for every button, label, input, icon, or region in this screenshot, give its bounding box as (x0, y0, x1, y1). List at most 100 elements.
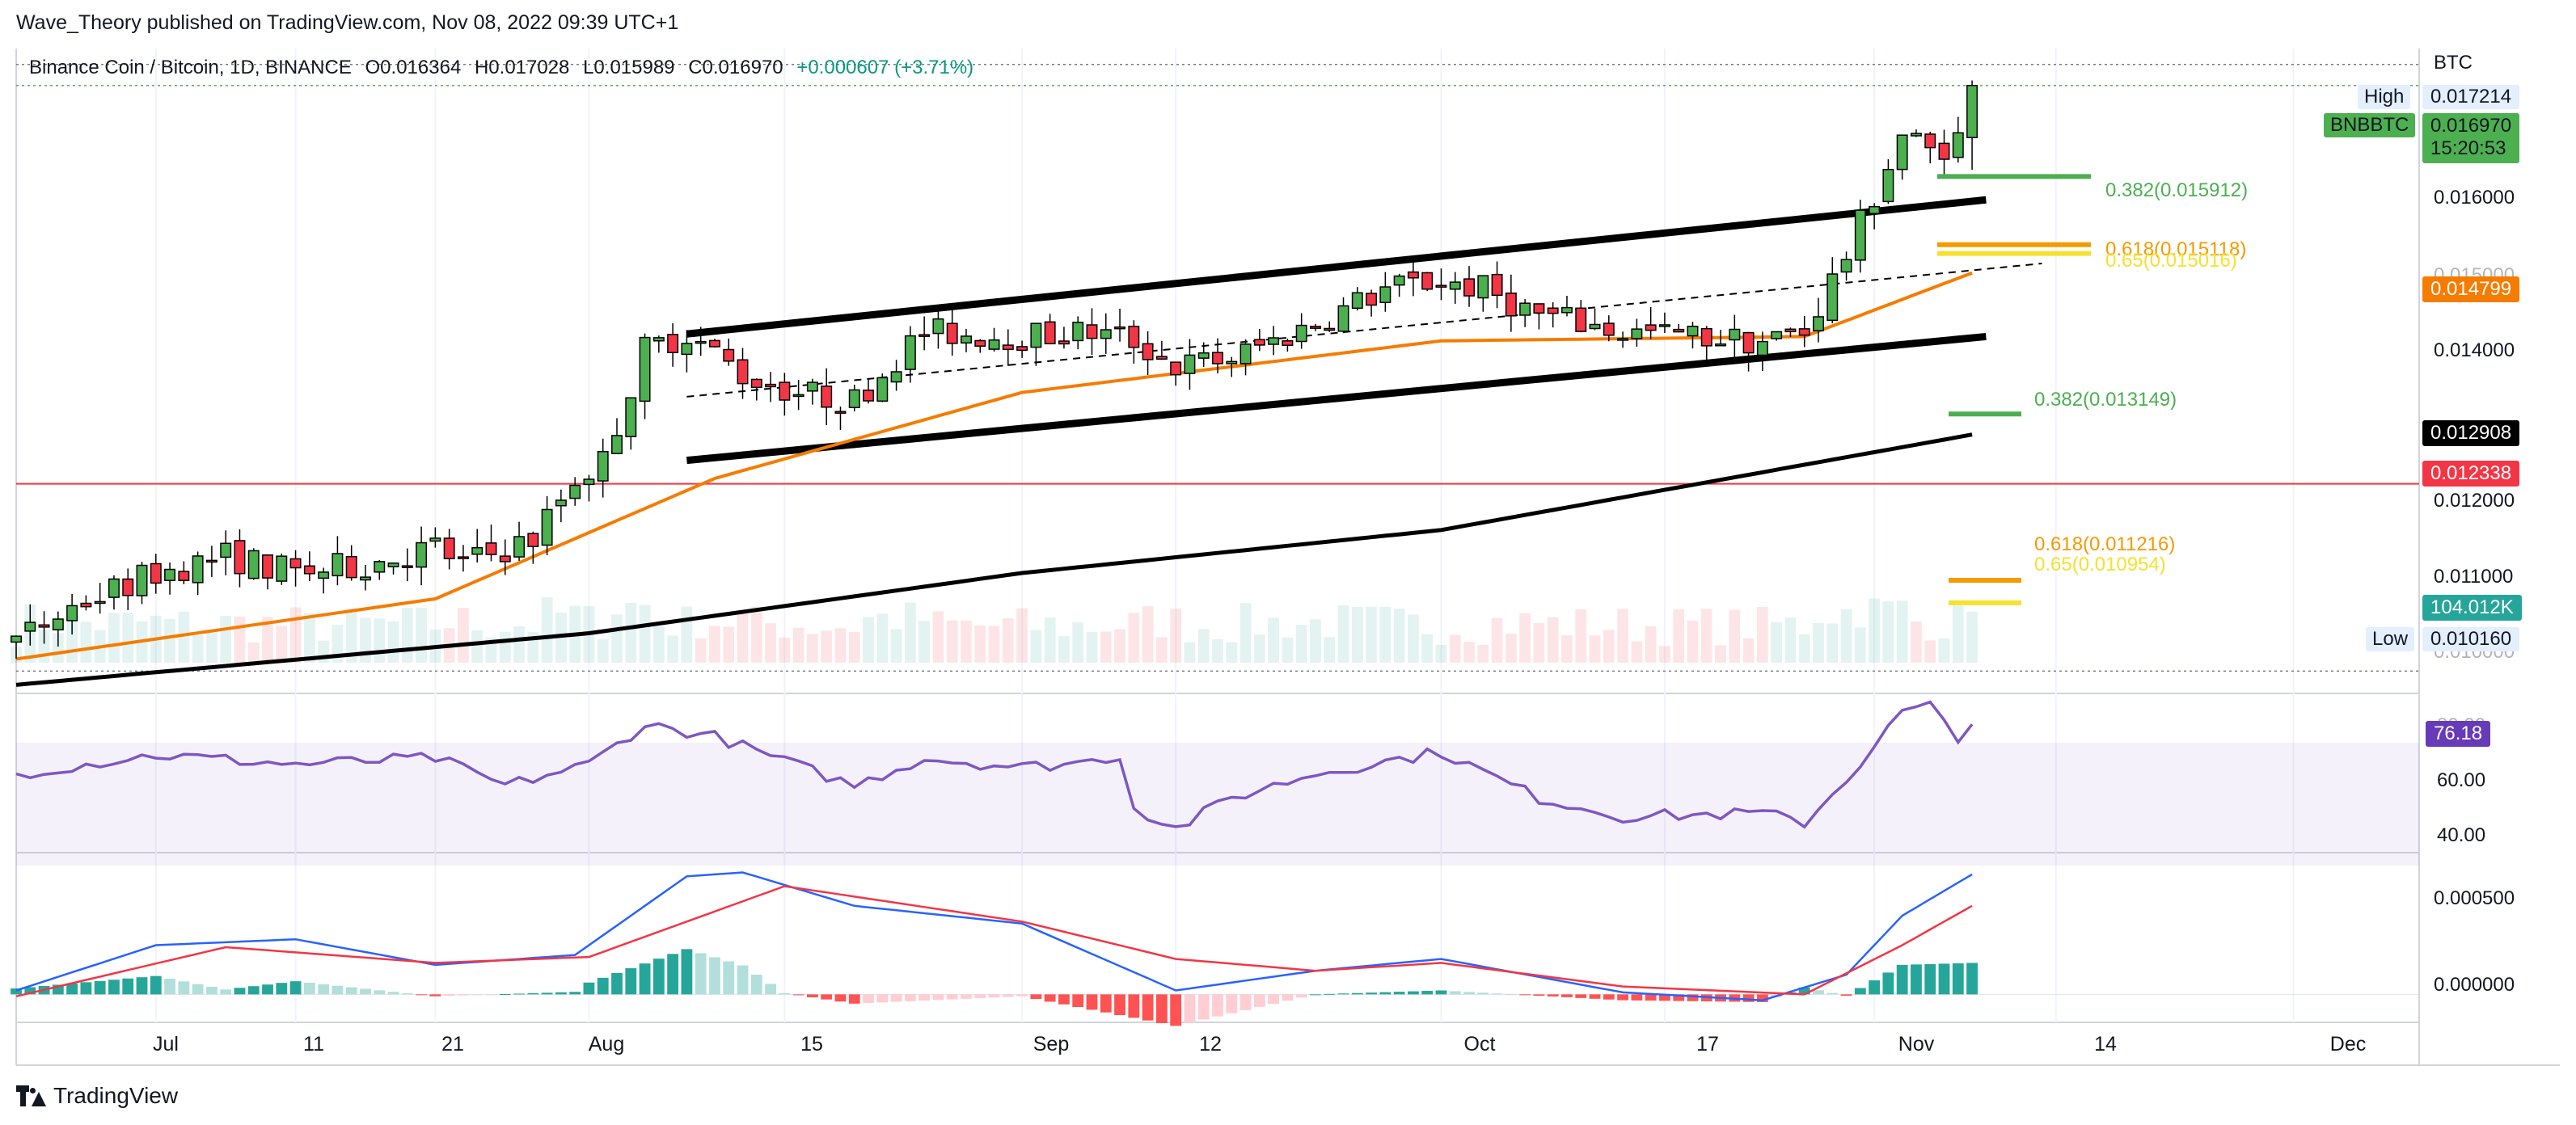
high-label: High (2358, 85, 2411, 109)
time-label: 15 (800, 1033, 823, 1055)
time-label: Dec (2329, 1033, 2367, 1055)
volume-bar (1435, 644, 1447, 663)
macd-histogram-bar (332, 985, 344, 995)
candle-down (723, 348, 735, 362)
fib-label-upper-0618: 0.618(0.015118) (2105, 238, 2247, 260)
volume-bar (1477, 644, 1489, 663)
macd-histogram-bar (318, 984, 330, 995)
volume-bar (1729, 609, 1741, 663)
volume-bar (1324, 637, 1336, 663)
candle-up (695, 340, 707, 344)
macd-histogram-bar (360, 988, 371, 995)
macd-histogram-bar (1491, 993, 1503, 995)
volume-bar (1114, 629, 1125, 663)
rsi-band (16, 743, 2419, 866)
macd-histogram-bar (1142, 994, 1154, 1021)
macd-histogram-bar (192, 984, 204, 995)
ma50-tag: 0.014799 (2422, 276, 2520, 302)
candle-down (443, 537, 455, 559)
macd-histogram-bar (1253, 994, 1265, 1007)
volume-bar (974, 625, 986, 663)
candle-down (1505, 292, 1517, 317)
volume-bar (1393, 609, 1405, 663)
volume-bar (1869, 598, 1881, 663)
candle-up (94, 600, 106, 605)
time-label: Oct (1463, 1033, 1496, 1055)
price-unit: BTC (2434, 52, 2473, 74)
candle-up (1771, 331, 1783, 339)
macd-histogram-bar (1449, 991, 1461, 995)
volume-bar (597, 639, 609, 663)
candle-up (1910, 133, 1922, 137)
volume-bar (779, 637, 791, 663)
channel-lower-line (686, 332, 1987, 465)
macd-histogram-bar (1924, 963, 1936, 995)
volume-bar (639, 605, 651, 663)
macd-histogram-bar (639, 963, 651, 995)
volume-bar (1938, 638, 1950, 663)
ohlc-open: O0.016364 (365, 57, 462, 78)
macd-histogram-bar (429, 994, 441, 996)
tradingview-logo[interactable]: TradingView (16, 1083, 178, 1109)
candle-down (234, 540, 246, 575)
volume-bar (834, 628, 847, 663)
macd-histogram-bar (1295, 994, 1307, 998)
volume-bar (1366, 606, 1377, 663)
candle-up (1589, 323, 1601, 330)
macd-histogram-bar (961, 994, 972, 999)
volume-bar (164, 618, 175, 663)
volume-bar (1128, 613, 1140, 663)
volume-bar (276, 626, 288, 663)
macd-histogram-bar (1505, 994, 1517, 996)
macd-histogram-bar (1379, 992, 1391, 995)
volume-bar (1784, 617, 1797, 663)
candle-up (904, 335, 916, 370)
candle-down (1798, 328, 1810, 336)
candle-up (1379, 286, 1391, 304)
macd-histogram-bar (806, 994, 818, 998)
macd-histogram-bar (1519, 994, 1531, 996)
candle-up (1337, 305, 1349, 332)
macd-histogram-bar (667, 954, 679, 995)
macd-histogram-bar (863, 994, 874, 1004)
candle-down (667, 334, 679, 353)
rsi-tick: 60.00 (2437, 769, 2486, 791)
macd-histogram-bar (1030, 994, 1042, 1000)
volume-bar (1952, 605, 1964, 663)
candle-down (765, 383, 777, 388)
macd-histogram-bar (1128, 994, 1140, 1018)
macd-histogram-bar (1813, 990, 1824, 995)
candle-up (1449, 281, 1461, 290)
macd-histogram-bar (136, 977, 148, 995)
candle-up (66, 605, 78, 621)
macd-histogram-bar (24, 987, 36, 995)
macd-histogram-bar (1197, 994, 1210, 1020)
volume-bar (1310, 619, 1321, 663)
candle-down (737, 359, 749, 385)
volume-bar (1896, 600, 1908, 663)
volume-bar (1715, 645, 1726, 663)
candle-up (932, 318, 944, 335)
volume-bar (1044, 617, 1056, 663)
volume-bar (1155, 637, 1168, 663)
volume-bar (1603, 630, 1615, 663)
rsi-line (15, 700, 1974, 829)
macd-histogram-bar (80, 982, 92, 995)
macd-histogram-bar (1155, 994, 1168, 1023)
macd-histogram-bar (1310, 994, 1321, 996)
time-label: 21 (441, 1033, 464, 1055)
volume-bar (918, 621, 931, 663)
volume-bar (234, 616, 246, 663)
volume-bar (205, 629, 217, 663)
volume-bar (821, 630, 833, 663)
macd-histogram-bar (821, 994, 833, 1000)
macd-histogram-bar (1421, 991, 1434, 995)
volume-bar (416, 608, 428, 663)
candle-up (1966, 85, 1978, 138)
macd-histogram-bar (94, 980, 106, 995)
macd-histogram-bar (625, 968, 637, 995)
candle-down (1366, 293, 1378, 306)
candle-up (1268, 337, 1280, 345)
candle-up (108, 578, 120, 598)
